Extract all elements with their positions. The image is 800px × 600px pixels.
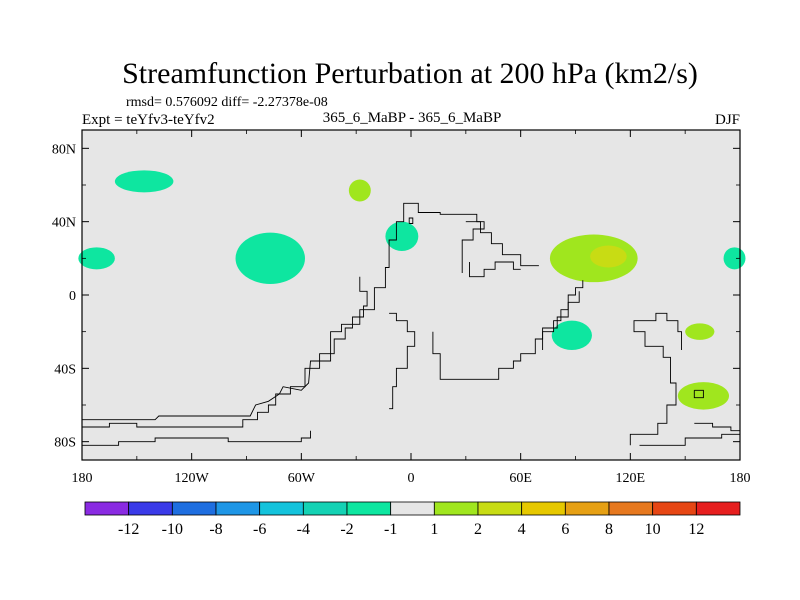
- blob-88e-22s: [551, 320, 592, 351]
- colorbar-swatch: [477, 501, 523, 516]
- blob-158e-20s: [685, 323, 715, 340]
- colorbar-label: -1: [384, 521, 397, 538]
- colorbar-label: -12: [118, 521, 139, 538]
- y-tick-label: 80N: [52, 142, 76, 157]
- x-tick-label: 60W: [288, 471, 316, 486]
- expt-label: Expt = teYfv3-teYfv2: [82, 112, 215, 128]
- colorbar-swatch: [652, 501, 697, 516]
- colorbar-swatch: [521, 501, 566, 516]
- coastline-island-north: [408, 217, 414, 224]
- colorbar-swatch: [302, 501, 348, 516]
- blob-108e-21n: [590, 245, 627, 268]
- colorbar-swatch: [128, 501, 173, 516]
- blob-175w-20n: [78, 247, 115, 270]
- axis-layer: 180 120W 60W 0 60E 120E 180 80N 40N 0 40S 80S: [52, 130, 751, 486]
- coastline-europe-africa: [389, 312, 416, 410]
- x-tick-label: 180: [72, 471, 93, 486]
- colorbar-label: 4: [518, 521, 526, 538]
- x-tick-label: 120W: [175, 471, 210, 486]
- colorbar-label: 8: [605, 521, 613, 538]
- blob-77w-20n: [235, 232, 305, 284]
- coastline-asia: [432, 280, 584, 380]
- colorbar-swatch: [171, 501, 217, 516]
- blob-5w-32n: [385, 221, 419, 251]
- colorbar-swatch: [84, 501, 130, 516]
- colorbar-label: 10: [645, 521, 661, 538]
- coastline-australia: [629, 312, 682, 446]
- case-label: 365_6_MaBP - 365_6_MaBP: [323, 110, 502, 126]
- colorbar-label: -10: [162, 521, 183, 538]
- coastline-island-nz: [693, 389, 704, 399]
- coastline-antarctic-east: [639, 433, 740, 446]
- colorbar: -12 -10 -8 -6 -4 -2 -1 1 2 4 6 8 10 12: [84, 501, 741, 538]
- colorbar-label: -4: [297, 521, 310, 538]
- colorbar-label: 2: [474, 521, 482, 538]
- colorbar-swatch: [608, 501, 654, 516]
- x-tick-label: 180: [730, 471, 751, 486]
- colorbar-label: 1: [430, 521, 438, 538]
- x-tick-label: 120E: [616, 471, 646, 486]
- colorbar-swatch: [346, 501, 392, 516]
- y-tick-label: 80S: [54, 436, 76, 451]
- colorbar-swatch: [564, 501, 610, 516]
- y-tick-label: 40S: [54, 362, 76, 377]
- coastline-east-asia: [469, 261, 521, 278]
- y-tick-label: 0: [69, 289, 76, 304]
- x-tick-label: 0: [408, 471, 415, 486]
- colorbar-swatch: [695, 501, 741, 516]
- colorbar-label: -2: [340, 521, 353, 538]
- x-tick-label: 60E: [509, 471, 532, 486]
- season-label: DJF: [715, 112, 740, 128]
- colorbar-swatch: [390, 501, 435, 516]
- colorbar-swatch: [259, 501, 304, 516]
- blob-28w-57n: [348, 179, 371, 202]
- coastline-asia-north: [465, 221, 539, 267]
- colorbar-swatch: [215, 501, 261, 516]
- coastline-north-america-inner: [82, 276, 368, 428]
- stats-label: rmsd= 0.576092 diff= -2.27378e-08: [126, 95, 328, 110]
- colorbar-label: -8: [209, 521, 222, 538]
- blob-178e-20n: [723, 247, 746, 270]
- plot-background: [82, 130, 740, 460]
- colorbar-swatch: [433, 501, 479, 516]
- coastline-layer: [82, 202, 740, 446]
- chart-title: Streamfunction Perturbation at 200 hPa (…: [122, 57, 698, 90]
- coastline-south-america: [82, 430, 311, 446]
- colorbar-label: 12: [688, 521, 704, 538]
- coastline-antarctic-east-2: [694, 422, 740, 432]
- colorbar-label: -6: [253, 521, 266, 538]
- y-tick-label: 40N: [52, 216, 76, 231]
- blob-150w-65n: [114, 170, 174, 193]
- coastline-india: [542, 291, 580, 350]
- colorbar-label: 6: [561, 521, 569, 538]
